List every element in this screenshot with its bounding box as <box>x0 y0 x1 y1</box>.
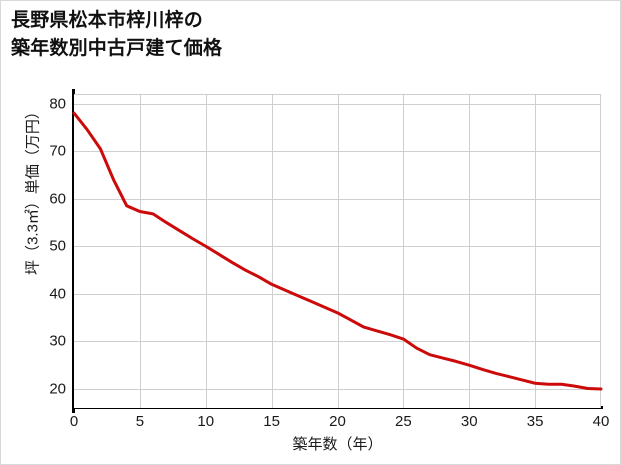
plot-area <box>72 94 603 408</box>
y-tick-label: 50 <box>49 237 66 255</box>
x-tick-label: 0 <box>69 413 79 430</box>
price-line-series <box>72 111 603 391</box>
gridline-x-25 <box>403 94 405 408</box>
y-axis-label: 坪（3.3㎡）単価（万円） <box>24 104 42 275</box>
y-tick-label: 70 <box>49 142 66 160</box>
y-axis-spine <box>72 89 75 413</box>
x-tick-label: 15 <box>263 413 280 430</box>
x-tick-label: 5 <box>135 413 145 430</box>
x-tick-label: 10 <box>197 413 215 430</box>
chart-title: 長野県松本市梓川梓の 築年数別中古戸建て価格 <box>11 10 223 59</box>
x-tick-label: 20 <box>329 413 346 430</box>
y-tick-label: 30 <box>49 332 66 350</box>
x-tick-label: 35 <box>526 413 544 430</box>
gridline-x-30 <box>469 94 471 408</box>
plot-frame-right <box>600 94 601 408</box>
gridline-x-35 <box>535 94 537 408</box>
gridline-x-10 <box>205 94 207 408</box>
x-tick-label: 40 <box>592 413 610 430</box>
y-tick-label: 40 <box>49 285 66 303</box>
gridline-x-15 <box>271 94 273 408</box>
y-tick-label: 20 <box>49 380 66 398</box>
y-tick-label: 60 <box>49 190 66 208</box>
gridline-x-5 <box>139 94 141 408</box>
x-tick-label: 30 <box>460 413 478 430</box>
x-tick-label: 25 <box>395 413 412 430</box>
gridline-x-20 <box>337 94 339 408</box>
line-series-svg <box>72 111 603 391</box>
y-axis-tick-labels: 20 30 40 50 60 70 80 <box>28 94 66 408</box>
x-axis-label: 築年数（年） <box>292 436 383 453</box>
y-tick-label: 80 <box>49 95 66 112</box>
x-axis-tick-labels: 0 5 10 15 20 25 30 35 40 <box>70 413 610 435</box>
